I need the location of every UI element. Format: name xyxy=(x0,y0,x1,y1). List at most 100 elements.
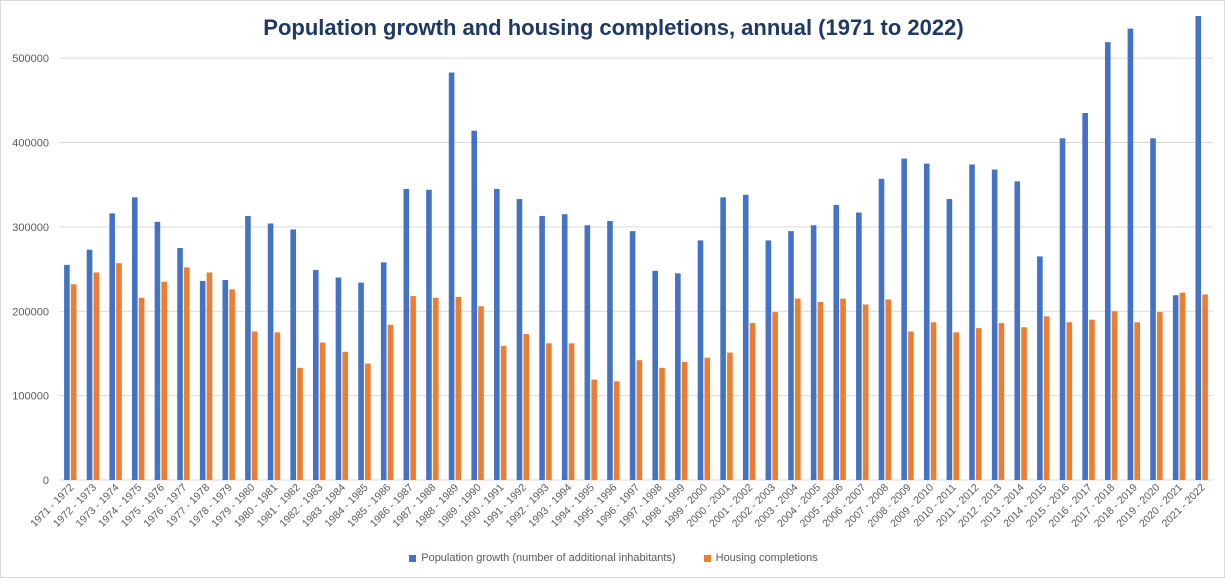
bar-population xyxy=(788,231,794,480)
bar-population xyxy=(1150,138,1156,480)
bar-population xyxy=(267,223,274,480)
bar-population xyxy=(177,248,183,480)
bar-population xyxy=(652,270,659,480)
bar-housing xyxy=(184,267,190,480)
bar-population xyxy=(765,240,772,480)
bar-population xyxy=(1195,16,1202,480)
bar-housing xyxy=(500,345,507,480)
bar-population xyxy=(64,264,70,480)
bar-population xyxy=(86,249,93,480)
bar-housing xyxy=(365,363,371,480)
bar-housing xyxy=(138,297,145,480)
bar-housing xyxy=(794,298,801,480)
bar-housing xyxy=(885,299,892,480)
bar-housing xyxy=(659,367,665,480)
chart-title: Population growth and housing completion… xyxy=(263,15,964,40)
bar-housing xyxy=(1202,294,1208,480)
bar-housing xyxy=(1089,319,1095,480)
bar-housing xyxy=(523,334,530,480)
bar-housing xyxy=(274,332,281,480)
bar-population xyxy=(991,169,998,481)
bar-housing xyxy=(410,296,416,480)
bar-population xyxy=(1082,113,1088,480)
bar-population xyxy=(358,282,364,480)
bar-housing xyxy=(772,312,778,480)
legend-item-housing: Housing completions xyxy=(703,552,818,564)
bar-housing xyxy=(681,361,688,480)
legend-swatch-population xyxy=(409,554,417,562)
legend-item-population: Population growth (number of additional … xyxy=(409,552,676,564)
y-tick-label: 0 xyxy=(43,475,49,487)
bar-housing xyxy=(342,351,349,480)
bar-housing xyxy=(1179,292,1186,480)
bar-population xyxy=(380,262,387,480)
bar-population xyxy=(199,280,206,480)
bar-housing xyxy=(387,324,394,480)
bar-population xyxy=(539,215,545,480)
bar-population xyxy=(923,163,930,481)
bar-housing xyxy=(930,322,937,480)
bar-population xyxy=(154,221,161,480)
bar-housing xyxy=(727,352,733,480)
bar-population xyxy=(1172,295,1179,480)
bar-population xyxy=(810,225,817,480)
bar-housing xyxy=(546,343,552,480)
bar-housing xyxy=(817,301,824,480)
bar-housing xyxy=(998,323,1005,480)
bar-population xyxy=(742,194,749,481)
bar-population xyxy=(245,215,251,480)
bar-housing xyxy=(70,284,77,480)
bar-population xyxy=(313,269,319,480)
bar-population xyxy=(1014,181,1021,480)
bar-housing xyxy=(229,289,235,480)
y-tick-label: 200000 xyxy=(12,306,49,318)
bar-housing xyxy=(568,343,575,480)
bar-housing xyxy=(1066,322,1073,480)
bar-housing xyxy=(1111,311,1118,480)
bar-population xyxy=(403,188,410,481)
bar-population xyxy=(629,231,636,480)
bar-housing xyxy=(455,296,462,480)
bar-population xyxy=(222,280,229,480)
bar-population xyxy=(720,197,726,480)
bar-population xyxy=(448,72,455,481)
bar-population xyxy=(675,273,681,480)
bar-housing xyxy=(840,298,846,480)
bar-housing xyxy=(976,328,982,480)
legend-swatch-housing xyxy=(703,554,711,562)
bar-housing xyxy=(591,379,597,480)
bar-population xyxy=(290,229,296,480)
legend-label-housing: Housing completions xyxy=(715,552,818,564)
bar-population xyxy=(426,189,432,480)
bar-housing xyxy=(749,323,756,480)
bar-housing xyxy=(636,360,643,480)
bar-population xyxy=(561,214,568,480)
bar-population xyxy=(607,221,613,480)
bar-housing xyxy=(319,342,326,480)
bar-housing xyxy=(613,381,620,480)
bar-population xyxy=(494,188,500,481)
bar-population xyxy=(833,204,840,480)
bar-housing xyxy=(704,357,711,480)
y-tick-label: 100000 xyxy=(12,391,49,403)
bar-housing xyxy=(1043,316,1050,480)
bar-housing xyxy=(908,331,914,480)
y-tick-label: 300000 xyxy=(12,222,49,234)
bar-housing xyxy=(206,272,213,480)
bar-population xyxy=(697,240,704,480)
bar-population xyxy=(856,212,862,481)
bar-population xyxy=(584,225,591,480)
y-tick-label: 500000 xyxy=(12,53,49,65)
bar-population xyxy=(969,164,975,481)
bar-population xyxy=(1037,256,1043,480)
bar-housing xyxy=(161,281,168,480)
bar-population xyxy=(1059,138,1066,480)
bar-housing xyxy=(93,272,100,480)
bar-population xyxy=(109,213,115,481)
bar-housing xyxy=(1157,312,1163,480)
bar-housing xyxy=(953,332,959,480)
bar-housing xyxy=(432,297,439,480)
bar-housing xyxy=(297,367,303,480)
